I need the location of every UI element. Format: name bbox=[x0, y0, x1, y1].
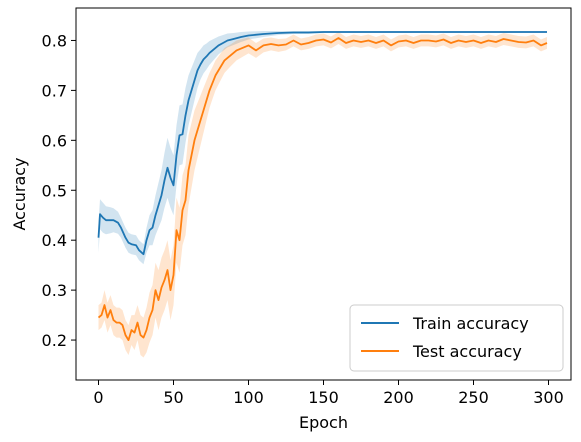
series-line-1 bbox=[97, 37, 548, 342]
y-tick-label: 0.7 bbox=[42, 81, 67, 100]
y-tick-label: 0.4 bbox=[42, 231, 67, 250]
x-tick-label: 0 bbox=[93, 388, 103, 407]
legend-label-test: Test accuracy bbox=[412, 342, 522, 361]
y-tick-label: 0.2 bbox=[42, 331, 67, 350]
x-tick-label: 200 bbox=[383, 388, 414, 407]
plot-area bbox=[97, 31, 548, 358]
y-tick-label: 0.5 bbox=[42, 181, 67, 200]
x-axis: 0 50 100 150 200 250 300 bbox=[93, 380, 564, 407]
x-tick-label: 100 bbox=[233, 388, 264, 407]
y-axis: 0.2 0.3 0.4 0.5 0.6 0.7 0.8 bbox=[42, 31, 76, 350]
confidence-band-0 bbox=[98, 31, 547, 265]
series-line-0 bbox=[97, 31, 547, 256]
legend-box bbox=[349, 304, 564, 372]
y-tick-label: 0.8 bbox=[42, 31, 67, 50]
legend: Train accuracy Test accuracy bbox=[349, 304, 564, 372]
y-tick-label: 0.6 bbox=[42, 131, 67, 150]
confidence-band-1 bbox=[98, 32, 547, 358]
x-tick-label: 250 bbox=[458, 388, 489, 407]
y-tick-label: 0.3 bbox=[42, 281, 67, 300]
x-tick-label: 300 bbox=[533, 388, 564, 407]
x-tick-label: 150 bbox=[308, 388, 339, 407]
x-axis-label: Epoch bbox=[299, 413, 348, 432]
x-tick-label: 50 bbox=[163, 388, 183, 407]
y-axis-label: Accuracy bbox=[10, 157, 29, 230]
legend-label-train: Train accuracy bbox=[412, 314, 529, 333]
